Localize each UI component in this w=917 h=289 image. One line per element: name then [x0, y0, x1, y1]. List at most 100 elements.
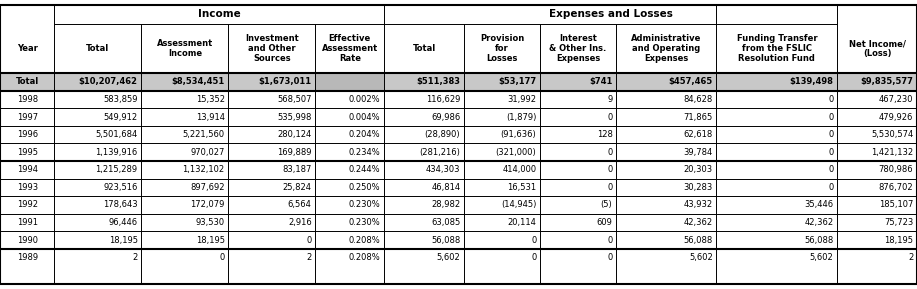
Text: 1993: 1993: [17, 183, 38, 192]
Text: $457,465: $457,465: [668, 77, 713, 86]
Text: 75,723: 75,723: [884, 218, 913, 227]
Text: 9: 9: [607, 95, 613, 104]
Text: 18,195: 18,195: [195, 236, 225, 244]
Text: 18,195: 18,195: [109, 236, 138, 244]
Text: 13,914: 13,914: [195, 113, 225, 122]
Text: 0: 0: [828, 130, 834, 139]
Text: 5,501,684: 5,501,684: [95, 130, 138, 139]
Text: 0: 0: [531, 236, 536, 244]
Text: 18,195: 18,195: [884, 236, 913, 244]
Text: 0: 0: [607, 236, 613, 244]
Text: 71,865: 71,865: [683, 113, 713, 122]
Text: (321,000): (321,000): [495, 148, 536, 157]
Text: 1995: 1995: [17, 148, 38, 157]
Text: Provision
for
Losses: Provision for Losses: [480, 34, 525, 63]
Text: Administrative
and Operating
Expenses: Administrative and Operating Expenses: [631, 34, 702, 63]
Text: $741: $741: [589, 77, 613, 86]
Text: $511,383: $511,383: [416, 77, 460, 86]
Text: 0.230%: 0.230%: [348, 201, 381, 210]
Text: (14,945): (14,945): [501, 201, 536, 210]
Text: 16,531: 16,531: [507, 183, 536, 192]
Text: 568,507: 568,507: [277, 95, 312, 104]
Text: 0.204%: 0.204%: [348, 130, 381, 139]
Text: 1989: 1989: [17, 253, 38, 262]
Text: 56,088: 56,088: [431, 236, 460, 244]
Text: 1997: 1997: [17, 113, 38, 122]
Text: 609: 609: [597, 218, 613, 227]
Text: 535,998: 535,998: [277, 113, 312, 122]
Text: Interest
& Other Ins.
Expenses: Interest & Other Ins. Expenses: [549, 34, 607, 63]
Text: 6,564: 6,564: [288, 201, 312, 210]
Text: 280,124: 280,124: [278, 130, 312, 139]
Text: 31,992: 31,992: [507, 95, 536, 104]
Text: $1,673,011: $1,673,011: [259, 77, 312, 86]
Text: 42,362: 42,362: [684, 218, 713, 227]
Text: 0: 0: [607, 183, 613, 192]
Text: $9,835,577: $9,835,577: [860, 77, 913, 86]
Text: 1998: 1998: [17, 95, 38, 104]
Text: 172,079: 172,079: [191, 201, 225, 210]
Text: 0: 0: [607, 165, 613, 174]
Bar: [0, 73, 917, 91]
Text: 5,221,560: 5,221,560: [182, 130, 225, 139]
Text: Funding Transfer
from the FSLIC
Resolution Fund: Funding Transfer from the FSLIC Resoluti…: [736, 34, 817, 63]
Text: 96,446: 96,446: [108, 218, 138, 227]
Text: (281,216): (281,216): [419, 148, 460, 157]
Text: 15,352: 15,352: [195, 95, 225, 104]
Text: 0.208%: 0.208%: [348, 253, 381, 262]
Text: 25,824: 25,824: [282, 183, 312, 192]
Text: 2: 2: [908, 253, 913, 262]
Text: 0: 0: [828, 183, 834, 192]
Text: 69,986: 69,986: [431, 113, 460, 122]
Text: 178,643: 178,643: [103, 201, 138, 210]
Text: 583,859: 583,859: [104, 95, 138, 104]
Text: 923,516: 923,516: [104, 183, 138, 192]
Text: 20,303: 20,303: [684, 165, 713, 174]
Text: 39,784: 39,784: [683, 148, 713, 157]
Text: 1994: 1994: [17, 165, 38, 174]
Text: 185,107: 185,107: [879, 201, 913, 210]
Text: 62,618: 62,618: [683, 130, 713, 139]
Text: 1990: 1990: [17, 236, 38, 244]
Text: 0.004%: 0.004%: [348, 113, 381, 122]
Text: 28,982: 28,982: [431, 201, 460, 210]
Text: $53,177: $53,177: [498, 77, 536, 86]
Text: Investment
and Other
Sources: Investment and Other Sources: [245, 34, 299, 63]
Text: 2: 2: [132, 253, 138, 262]
Text: 1,139,916: 1,139,916: [95, 148, 138, 157]
Text: 83,187: 83,187: [282, 165, 312, 174]
Text: (28,890): (28,890): [425, 130, 460, 139]
Text: 0.250%: 0.250%: [348, 183, 381, 192]
Text: 35,446: 35,446: [804, 201, 834, 210]
Text: $10,207,462: $10,207,462: [79, 77, 138, 86]
Text: 0: 0: [828, 95, 834, 104]
Text: 0: 0: [306, 236, 312, 244]
Text: 0: 0: [607, 253, 613, 262]
Text: 479,926: 479,926: [879, 113, 913, 122]
Text: 5,602: 5,602: [689, 253, 713, 262]
Text: 434,303: 434,303: [425, 165, 460, 174]
Text: 0.002%: 0.002%: [348, 95, 381, 104]
Text: 43,932: 43,932: [684, 201, 713, 210]
Text: Effective
Assessment
Rate: Effective Assessment Rate: [322, 34, 378, 63]
Text: 30,283: 30,283: [683, 183, 713, 192]
Text: Net Income/
(Loss): Net Income/ (Loss): [849, 39, 906, 58]
Text: $139,498: $139,498: [790, 77, 834, 86]
Text: 42,362: 42,362: [804, 218, 834, 227]
Text: (91,636): (91,636): [501, 130, 536, 139]
Text: (5): (5): [601, 201, 613, 210]
Text: 128: 128: [597, 130, 613, 139]
Text: 0: 0: [828, 148, 834, 157]
Text: 0.230%: 0.230%: [348, 218, 381, 227]
Text: 46,814: 46,814: [431, 183, 460, 192]
Text: 1996: 1996: [17, 130, 38, 139]
Text: 467,230: 467,230: [878, 95, 913, 104]
Text: 0: 0: [828, 165, 834, 174]
Text: 2,916: 2,916: [288, 218, 312, 227]
Text: 0.234%: 0.234%: [348, 148, 381, 157]
Text: 56,088: 56,088: [804, 236, 834, 244]
Text: 1992: 1992: [17, 201, 38, 210]
Text: 549,912: 549,912: [104, 113, 138, 122]
Text: $8,534,451: $8,534,451: [171, 77, 225, 86]
Text: Total: Total: [16, 77, 39, 86]
